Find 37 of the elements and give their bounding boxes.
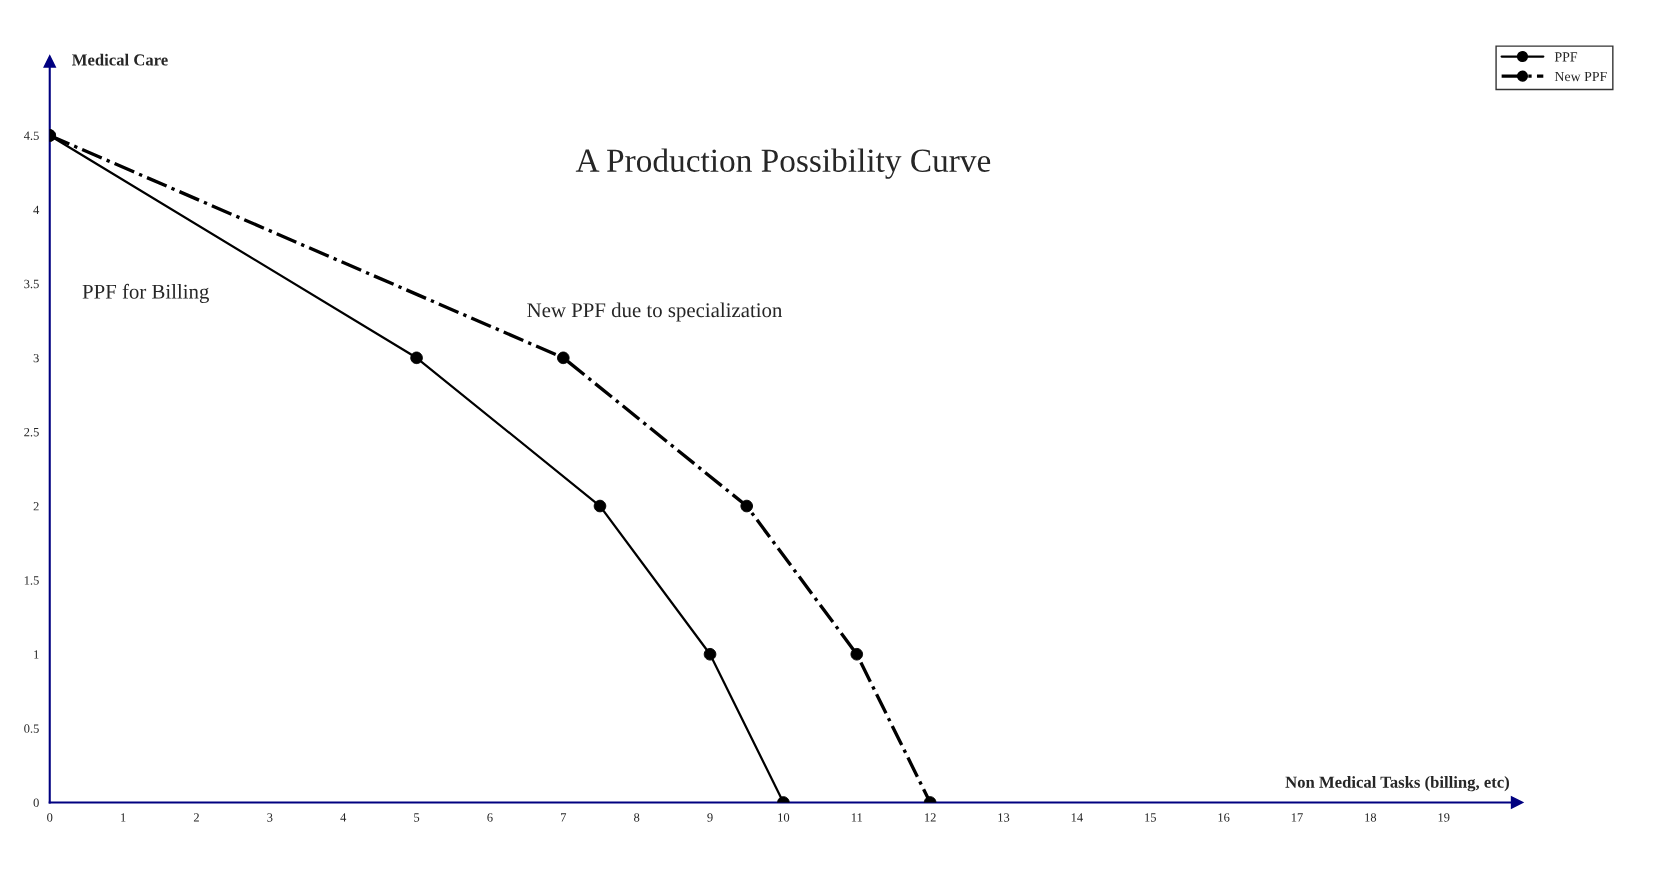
y-tick-label: 2 — [33, 502, 39, 511]
x-tick-label: 13 — [998, 813, 1010, 822]
x-tick-label: 7 — [561, 813, 567, 822]
text: A Production Possibility Curve — [575, 148, 991, 179]
x-tick-label: 14 — [1071, 813, 1083, 822]
x-axis-title: Non Medical Tasks (billing, etc) — [1285, 776, 1509, 792]
x-tick-label: 11 — [851, 813, 863, 822]
y-axis-title: Medical Care — [72, 53, 168, 66]
x-tick-label: 12 — [924, 813, 936, 822]
x-tick-label: 0 — [47, 813, 53, 822]
x-tick-label: 17 — [1291, 813, 1303, 822]
y-tick-label: 3.5 — [24, 279, 39, 289]
x-tick-label: 19 — [1438, 813, 1450, 822]
y-tick-label: 2.5 — [24, 427, 39, 437]
annotation: PPF for Billing — [82, 283, 209, 304]
x-tick-label: 16 — [1218, 813, 1230, 822]
x-tick-label: 6 — [487, 813, 493, 822]
x-tick-label: 3 — [267, 813, 273, 822]
x-tick-label: 5 — [414, 813, 420, 822]
y-tick-label: 4.5 — [23, 131, 39, 141]
legend-label: New PPF — [1554, 71, 1607, 82]
x-tick-label: 1 — [121, 813, 126, 822]
x-tick-label: 2 — [193, 813, 199, 822]
annotation: New PPF due to specialization — [527, 302, 783, 322]
y-tick-label: 4 — [33, 205, 40, 214]
y-tick-label: 0 — [33, 798, 39, 807]
y-tick-label: 1.5 — [24, 576, 39, 585]
legend-label: PPF — [1554, 52, 1578, 62]
x-tick-label: 10 — [778, 813, 790, 822]
x-tick-label: 8 — [634, 813, 640, 822]
x-tick-label: 15 — [1145, 813, 1156, 822]
y-tick-label: 3 — [33, 353, 39, 363]
y-tick-label: 1 — [34, 650, 39, 659]
y-tick-label: 0.5 — [24, 724, 39, 733]
x-tick-label: 4 — [340, 813, 347, 822]
x-tick-label: 18 — [1365, 813, 1377, 822]
x-tick-label: 9 — [707, 813, 713, 822]
